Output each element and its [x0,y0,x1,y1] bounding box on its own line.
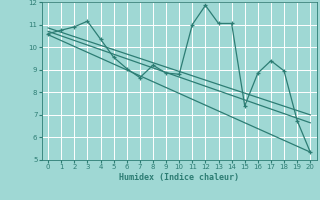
X-axis label: Humidex (Indice chaleur): Humidex (Indice chaleur) [119,173,239,182]
